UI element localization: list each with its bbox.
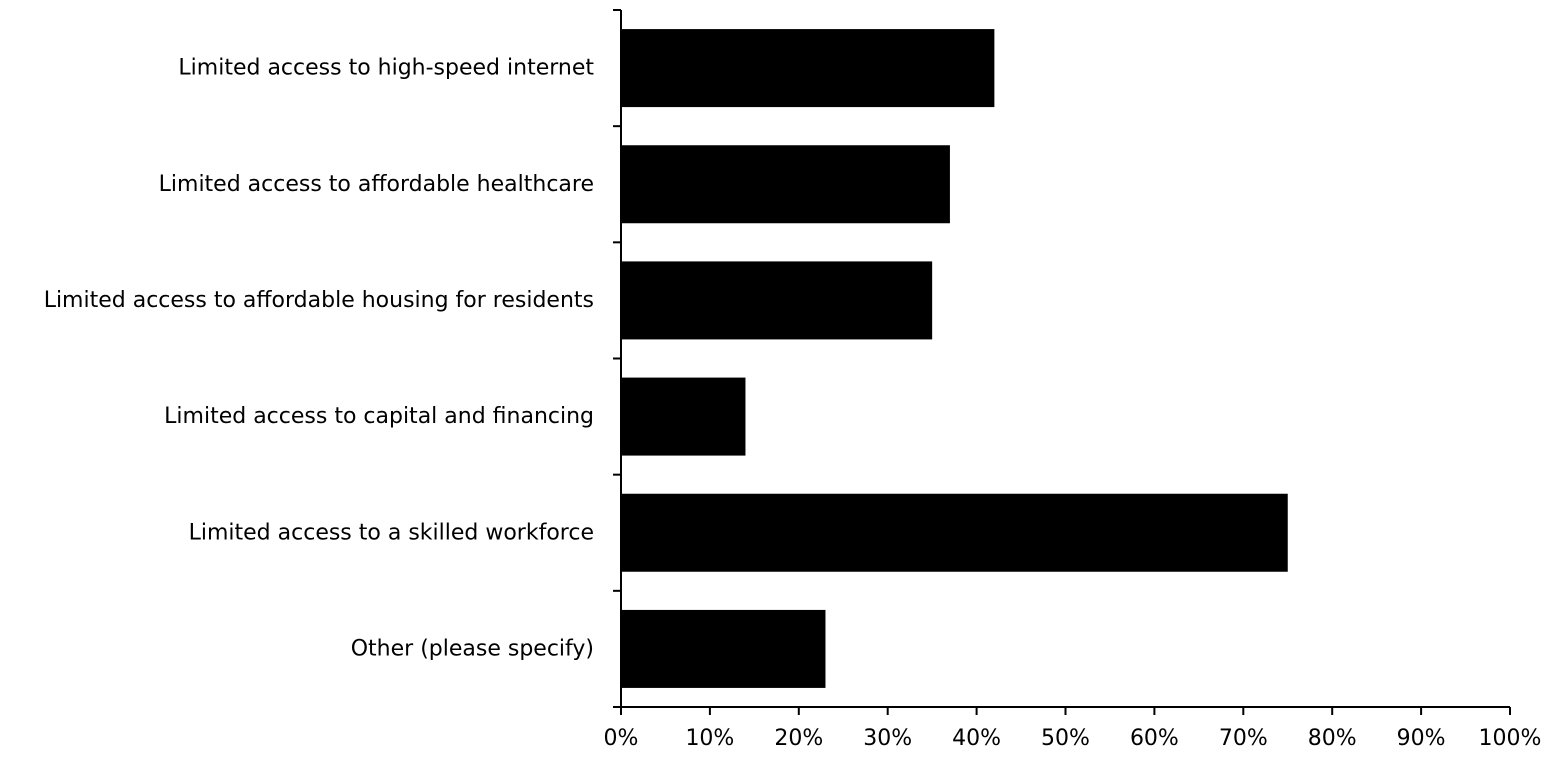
x-tick-label-3: 30% bbox=[863, 726, 912, 751]
x-tick-label-7: 70% bbox=[1219, 726, 1268, 751]
bar-6 bbox=[622, 609, 826, 688]
x-tick-label-5: 50% bbox=[1041, 726, 1090, 751]
category-label-6: Other (please specify) bbox=[351, 636, 594, 661]
x-tick-label-0: 0% bbox=[604, 726, 639, 751]
x-tick-label-9: 90% bbox=[1397, 726, 1446, 751]
bar-1 bbox=[622, 29, 995, 108]
category-label-1: Limited access to high-speed internet bbox=[178, 56, 594, 81]
x-tick-label-8: 80% bbox=[1308, 726, 1357, 751]
category-label-3: Limited access to affordable housing for… bbox=[44, 288, 594, 313]
x-tick-label-10: 100% bbox=[1479, 726, 1542, 751]
category-labels-group: Limited access to high-speed internet Lim… bbox=[44, 56, 595, 662]
bar-5 bbox=[622, 493, 1288, 572]
category-label-2: Limited access to affordable healthcare bbox=[159, 172, 594, 197]
axes-group bbox=[613, 9, 1511, 715]
category-label-5: Limited access to a skilled workforce bbox=[189, 520, 594, 545]
x-tick-label-2: 20% bbox=[774, 726, 823, 751]
category-label-4: Limited access to capital and financing bbox=[164, 404, 594, 429]
x-tick-label-4: 40% bbox=[952, 726, 1001, 751]
x-tick-label-6: 60% bbox=[1130, 726, 1179, 751]
bar-3 bbox=[622, 261, 933, 340]
bar-2 bbox=[622, 145, 950, 224]
x-tick-label-1: 10% bbox=[685, 726, 734, 751]
bars-group bbox=[622, 29, 1288, 688]
tick-labels-group: 0% 10% 20% 30% 40% 50% 60% 70% 80% 90% 100% bbox=[604, 726, 1542, 751]
bar-4 bbox=[622, 377, 746, 456]
